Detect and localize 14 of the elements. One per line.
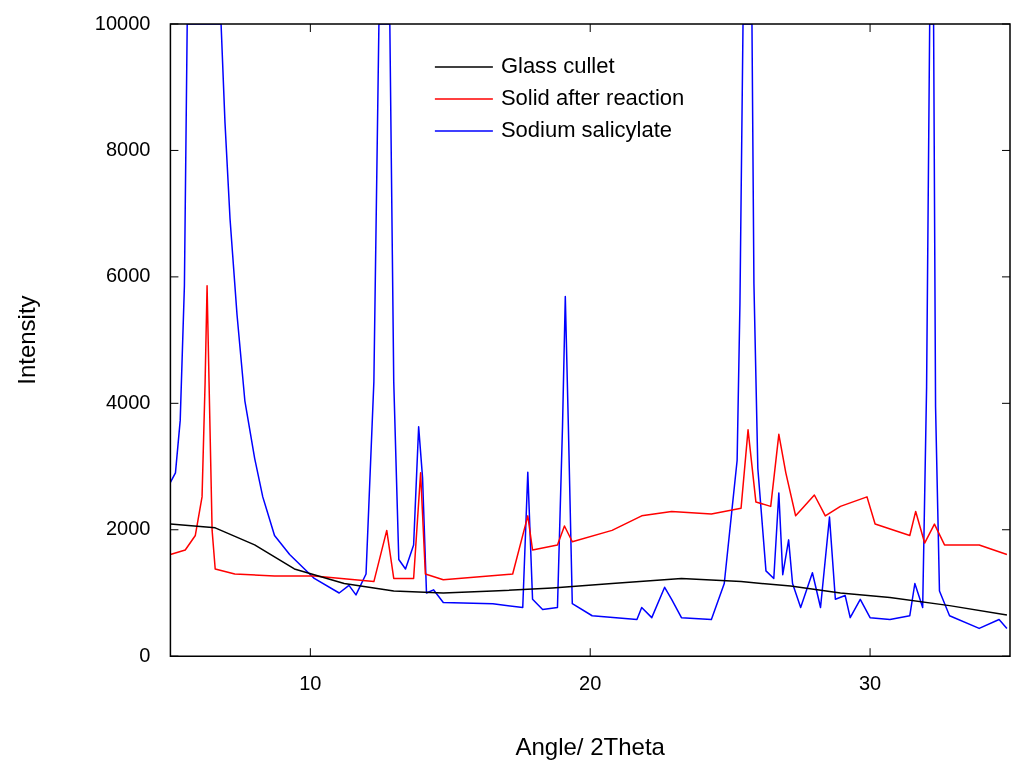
y-tick-label: 0 — [139, 643, 151, 666]
x-tick-label: 20 — [579, 671, 602, 694]
legend-label: Solid after reaction — [500, 85, 685, 111]
y-tick-label: 8000 — [105, 137, 151, 160]
x-tick-label: 10 — [299, 671, 322, 694]
y-tick-label: 10000 — [94, 11, 151, 34]
legend-label: Sodium salicylate — [500, 117, 673, 143]
y-tick-label: 6000 — [105, 264, 151, 287]
x-tick-label: 30 — [858, 671, 882, 694]
y-tick-label: 4000 — [105, 390, 151, 413]
x-axis-title: Angle/ 2Theta — [515, 733, 666, 761]
legend-label: Glass cullet — [500, 53, 615, 79]
y-tick-label: 2000 — [105, 517, 151, 540]
y-axis-title: Intensity — [13, 295, 41, 385]
